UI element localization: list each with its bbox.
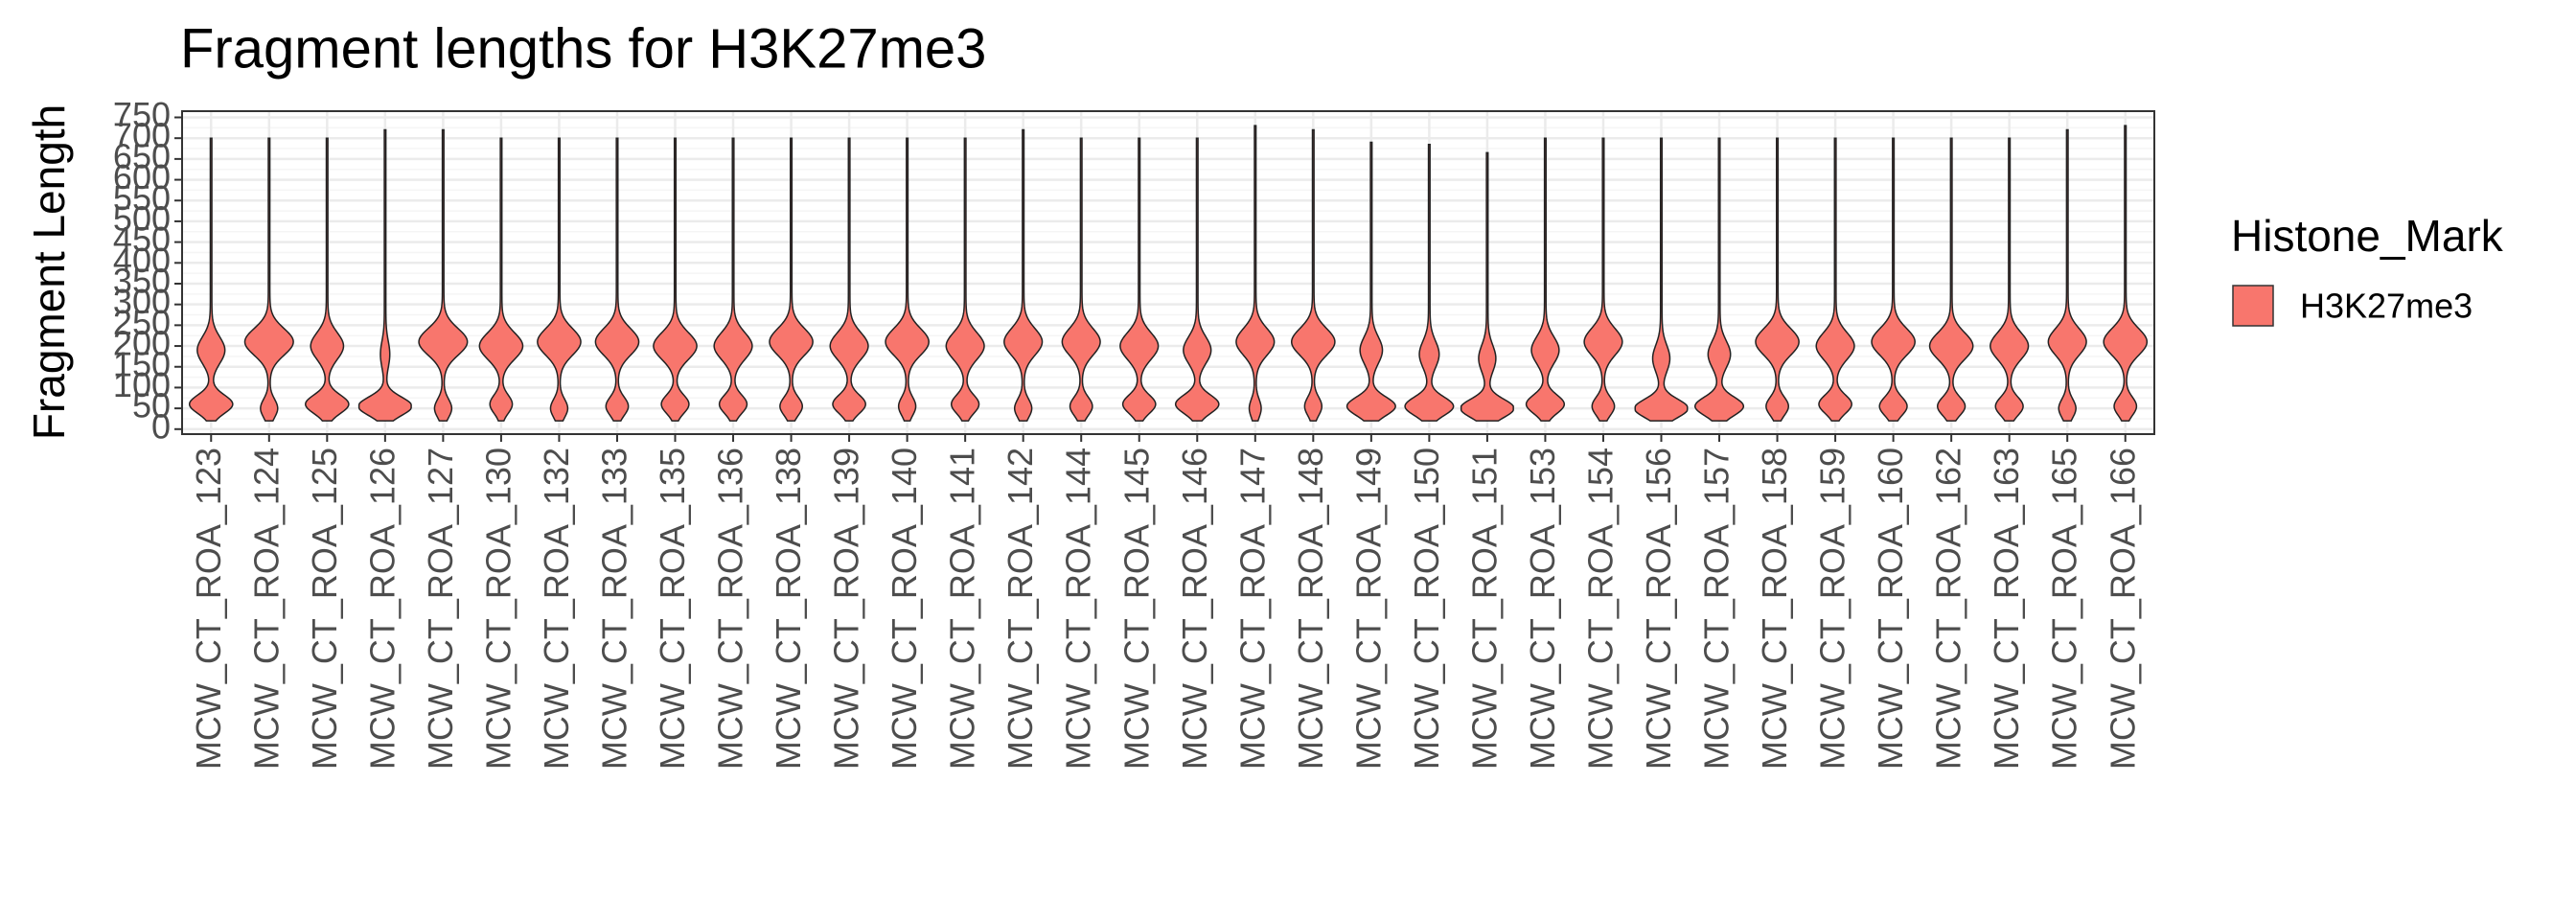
x-tick-label: MCW_CT_ROA_144: [1059, 448, 1098, 770]
y-tick-label: 150: [113, 344, 171, 383]
x-tick-label: MCW_CT_ROA_151: [1464, 448, 1504, 770]
violin: [2103, 125, 2149, 422]
x-tick-label: MCW_CT_ROA_124: [246, 448, 286, 770]
violin: [1460, 151, 1514, 422]
violin: [945, 137, 985, 422]
y-tick-label: 0: [151, 406, 171, 446]
violin: [1755, 137, 1800, 422]
x-tick-label: MCW_CT_ROA_127: [421, 448, 460, 770]
x-tick-label: MCW_CT_ROA_133: [594, 448, 633, 770]
violin: [304, 137, 350, 422]
x-tick-label: MCW_CT_ROA_141: [943, 448, 982, 770]
x-tick-label: MCW_CT_ROA_142: [1000, 448, 1040, 770]
violin: [1404, 143, 1455, 422]
x-tick-label: MCW_CT_ROA_159: [1813, 448, 1852, 770]
violin: [829, 137, 869, 422]
legend-label: H3K27me3: [2300, 287, 2472, 326]
violin: [478, 137, 524, 422]
x-tick-label: MCW_CT_ROA_123: [189, 448, 228, 770]
violin: [885, 137, 930, 422]
x-tick-label: MCW_CT_ROA_130: [478, 448, 518, 770]
y-tick-label: 300: [113, 282, 171, 321]
x-tick-label: MCW_CT_ROA_138: [769, 448, 808, 770]
violin: [1119, 137, 1160, 422]
x-tick-label: MCW_CT_ROA_162: [1929, 448, 1968, 770]
x-tick-label: MCW_CT_ROA_132: [537, 448, 576, 770]
x-tick-label: MCW_CT_ROA_135: [653, 448, 692, 770]
violin: [1174, 137, 1220, 422]
x-tick-label: MCW_CT_ROA_157: [1697, 448, 1736, 770]
violin: [1693, 137, 1745, 422]
x-tick-label: MCW_CT_ROA_146: [1175, 448, 1214, 770]
violin: [2047, 128, 2087, 422]
violin: [1928, 137, 1974, 422]
x-tick-label: MCW_CT_ROA_165: [2045, 448, 2084, 770]
x-tick-label: MCW_CT_ROA_158: [1755, 448, 1794, 770]
x-tick-label: MCW_CT_ROA_148: [1291, 448, 1330, 770]
x-tick-label: MCW_CT_ROA_136: [711, 448, 750, 770]
violin: [1003, 128, 1044, 422]
violin: [653, 137, 698, 422]
chart-title: Fragment lengths for H3K27me3: [180, 17, 986, 80]
x-tick-label: MCW_CT_ROA_150: [1407, 448, 1446, 770]
violin: [188, 137, 234, 422]
violin: [1061, 137, 1101, 422]
x-tick-label: MCW_CT_ROA_147: [1232, 448, 1272, 770]
y-tick-label: 500: [113, 198, 171, 238]
x-tick-label: MCW_CT_ROA_149: [1348, 448, 1388, 770]
y-tick-label: 700: [113, 116, 171, 155]
x-tick-label: MCW_CT_ROA_153: [1523, 448, 1562, 770]
y-tick-label: 450: [113, 219, 171, 259]
y-tick-label: 650: [113, 136, 171, 175]
x-tick-label: MCW_CT_ROA_126: [362, 448, 402, 770]
legend-key: [2232, 285, 2274, 327]
x-tick-label: MCW_CT_ROA_163: [1987, 448, 2026, 770]
y-axis-label: Fragment Length: [24, 104, 74, 440]
x-tick-label: MCW_CT_ROA_166: [2103, 448, 2142, 770]
violin: [594, 137, 640, 422]
x-tick-label: MCW_CT_ROA_139: [827, 448, 866, 770]
violin: [357, 128, 412, 422]
violin: [537, 137, 582, 422]
y-tick-label: 200: [113, 324, 171, 363]
violin: [769, 137, 814, 422]
y-tick-label: 100: [113, 365, 171, 404]
panel-border: [181, 110, 2155, 435]
violin: [1235, 125, 1276, 422]
y-tick-label: 600: [113, 157, 171, 196]
violin: [243, 137, 294, 422]
x-tick-label: MCW_CT_ROA_154: [1580, 448, 1620, 770]
violin: [418, 128, 469, 422]
violin: [1583, 137, 1623, 422]
violin: [1990, 137, 2030, 422]
x-tick-label: MCW_CT_ROA_125: [305, 448, 344, 770]
violin: [1634, 137, 1689, 422]
violin: [1871, 137, 1916, 422]
violin: [1290, 128, 1336, 422]
violin: [1346, 141, 1396, 422]
y-tick-label: 50: [132, 386, 171, 426]
violin: [713, 137, 753, 422]
x-tick-label: MCW_CT_ROA_156: [1639, 448, 1678, 770]
y-tick-label: 400: [113, 241, 171, 280]
y-tick-label: 350: [113, 262, 171, 301]
y-tick-label: 250: [113, 303, 171, 342]
y-tick-label: 750: [113, 95, 171, 134]
legend-title: Histone_Mark: [2231, 211, 2504, 261]
y-tick-label: 550: [113, 178, 171, 218]
violin: [1525, 137, 1566, 422]
x-tick-label: MCW_CT_ROA_140: [885, 448, 924, 770]
x-tick-label: MCW_CT_ROA_160: [1871, 448, 1910, 770]
violin: [1815, 137, 1855, 422]
x-tick-label: MCW_CT_ROA_145: [1116, 448, 1156, 770]
